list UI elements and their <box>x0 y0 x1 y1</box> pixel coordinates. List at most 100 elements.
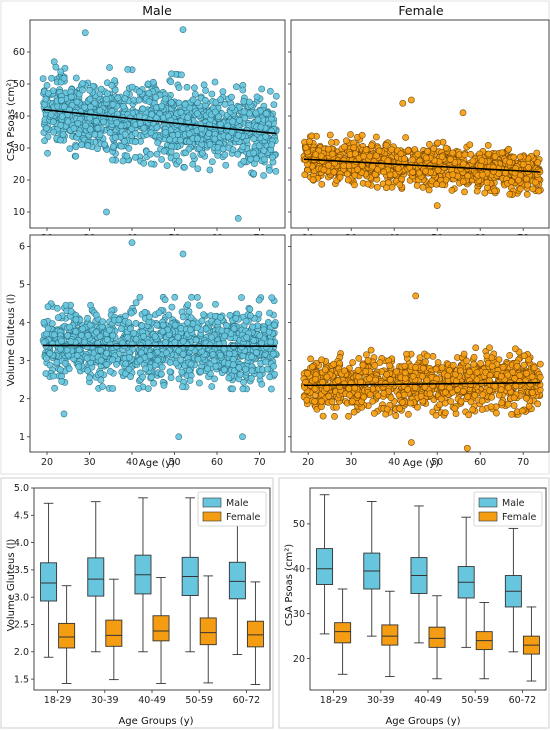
scatter-point <box>109 356 116 364</box>
scatter-point <box>498 399 506 407</box>
scatter-point <box>44 325 52 332</box>
scatter-point <box>340 156 348 164</box>
scatter-point <box>137 349 145 357</box>
scatter-point <box>351 384 359 392</box>
scatter-point <box>87 301 94 309</box>
scatter-point <box>523 370 530 377</box>
scatter-point <box>396 181 404 189</box>
scatter-point <box>438 181 446 189</box>
scatter-point <box>75 363 83 371</box>
scatter-point <box>510 394 518 402</box>
box-x-tick-label: 50-59 <box>185 695 213 706</box>
scatter-point <box>510 402 518 409</box>
scatter-point <box>138 322 146 330</box>
scatter-point <box>40 319 48 326</box>
scatter-point <box>302 144 310 152</box>
scatter-point <box>374 392 382 399</box>
scatter-point <box>127 309 135 317</box>
scatter-outlier <box>408 439 415 446</box>
scatter-point <box>92 311 100 319</box>
scatter-point <box>382 141 390 149</box>
scatter-point <box>78 331 85 339</box>
scatter-point <box>524 181 531 189</box>
scatter-point <box>469 406 477 413</box>
scatter-point <box>528 373 536 381</box>
scatter-point <box>484 142 492 149</box>
scatter-point <box>516 185 524 193</box>
scatter-point <box>108 82 116 89</box>
scatter-point <box>447 155 454 163</box>
scatter-point <box>360 393 368 401</box>
scatter-point <box>326 131 334 139</box>
scatter-point <box>122 360 130 368</box>
scatter-point <box>506 190 514 198</box>
scatter-point <box>178 71 185 79</box>
x-tick-label-male-gluteus: 70 <box>253 457 265 468</box>
scatter-point <box>247 312 254 319</box>
scatter-point <box>330 360 338 368</box>
scatter-panel-female-gluteus: 20 30 40 50 60 70 <box>288 234 550 468</box>
scatter-point <box>328 139 335 146</box>
scatter-point <box>272 92 280 100</box>
scatter-point <box>349 359 356 366</box>
scatter-point <box>221 332 229 340</box>
scatter-point <box>145 98 153 105</box>
scatter-point <box>44 149 51 157</box>
scatter-point <box>375 147 383 155</box>
scatter-point <box>513 362 521 370</box>
scatter-panel-male-csa: 203040506070102030405060 <box>13 19 286 244</box>
scatter-points-male-csa <box>39 26 280 222</box>
scatter-point <box>147 129 155 137</box>
scatter-point <box>341 367 348 375</box>
scatter-point <box>470 360 478 368</box>
scatter-point <box>189 160 197 168</box>
scatter-point <box>238 343 246 351</box>
scatter-point <box>323 373 331 381</box>
scatter-point <box>57 345 64 353</box>
scatter-point <box>185 145 193 153</box>
y-tick-label-male-csa: 40 <box>13 111 25 122</box>
scatter-point <box>147 160 155 168</box>
scatter-point <box>442 144 450 152</box>
scatter-point <box>438 153 446 161</box>
scatter-outlier <box>179 26 187 33</box>
scatter-point <box>350 408 358 416</box>
scatter-point <box>186 326 194 334</box>
scatter-point <box>229 385 236 393</box>
scatter-point <box>412 364 419 371</box>
scatter-point <box>360 152 368 160</box>
scatter-point <box>421 383 429 391</box>
scatter-point <box>470 353 478 361</box>
scatter-point <box>383 405 391 413</box>
scatter-point <box>73 98 81 106</box>
scatter-point <box>256 332 264 339</box>
box-x-tick-label: 40-49 <box>138 695 166 706</box>
scatter-point <box>438 364 446 371</box>
scatter-point <box>136 293 144 301</box>
scatter-point <box>266 167 273 174</box>
scatter-point <box>146 352 154 359</box>
scatter-point <box>261 155 268 163</box>
scatter-point <box>46 350 54 357</box>
scatter-point <box>523 175 530 183</box>
scatter-point <box>329 150 336 158</box>
scatter-point <box>422 358 429 366</box>
scatter-point <box>473 187 481 195</box>
scatter-point <box>145 313 153 321</box>
scatter-point <box>113 119 121 127</box>
scatter-point <box>186 377 194 384</box>
scatter-point <box>362 368 370 375</box>
scatter-point <box>140 332 147 340</box>
scatter-point <box>81 338 88 346</box>
scatter-point <box>162 128 169 136</box>
scatter-point <box>402 134 409 141</box>
scatter-point <box>411 384 419 391</box>
x-tick-label-female-gluteus: 50 <box>431 457 443 468</box>
scatter-point <box>303 396 311 404</box>
scatter-point <box>74 120 82 127</box>
scatter-point <box>103 336 111 344</box>
scatter-point <box>158 363 166 371</box>
scatter-point <box>250 149 258 157</box>
scatter-point <box>399 399 406 406</box>
